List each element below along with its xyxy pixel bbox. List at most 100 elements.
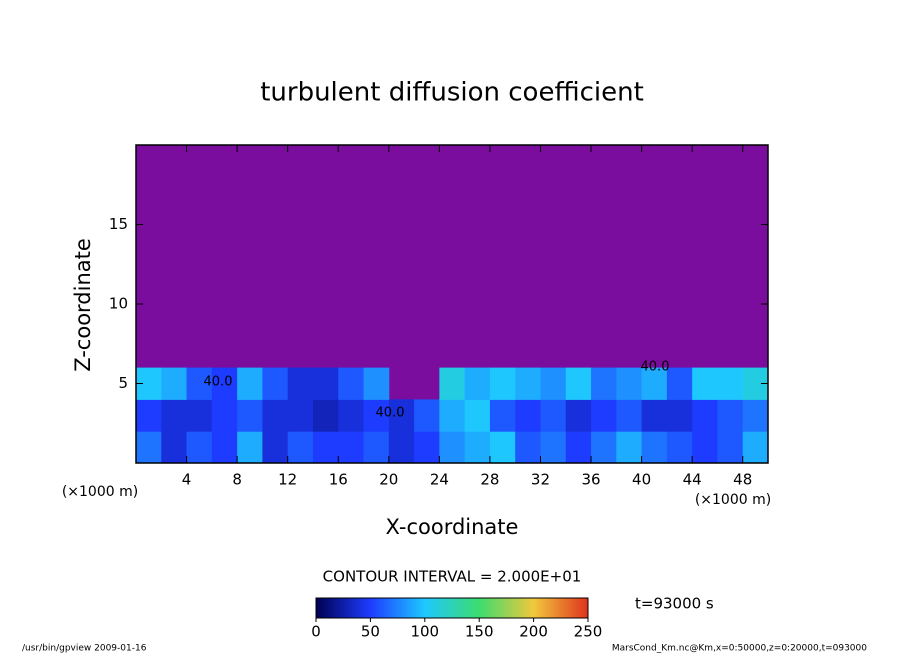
colorbar [315, 597, 589, 619]
heat-cell [439, 431, 466, 464]
heat-cell [338, 399, 365, 432]
heat-cell [262, 431, 289, 464]
time-label: t=93000 s [635, 595, 714, 613]
x-tick-label: 4 [182, 471, 192, 489]
footer-left: /usr/bin/gpview 2009-01-16 [22, 644, 147, 654]
heat-cell [312, 399, 339, 432]
heat-cell [616, 399, 643, 432]
x-tick-label: 16 [329, 471, 348, 489]
heat-cell [237, 399, 263, 432]
heat-cell [262, 399, 289, 432]
y-tick-label: 5 [118, 374, 128, 392]
heat-cell [237, 431, 263, 464]
heat-cell [439, 367, 466, 400]
contour-label: 40.0 [376, 406, 405, 421]
heat-cell [515, 431, 541, 464]
heat-cell [666, 399, 693, 432]
colorbar-tick-label: 0 [311, 623, 321, 641]
heat-cell [565, 399, 592, 432]
x-axis-label: X-coordinate [386, 515, 519, 539]
heat-cell [489, 367, 516, 400]
heat-cell [540, 399, 567, 432]
heat-cell [211, 367, 238, 400]
heat-cell [136, 431, 162, 464]
colorbar-tick-label: 50 [361, 623, 380, 641]
heat-cell [136, 399, 162, 432]
y-axis-label: Z-coordinate [71, 238, 95, 372]
heat-cell [565, 367, 592, 400]
heat-cell [616, 367, 643, 400]
heat-cell [515, 367, 541, 400]
heat-cell [211, 399, 238, 432]
heat-cell [591, 399, 617, 432]
x-tick-label: 20 [379, 471, 398, 489]
heat-cell [641, 399, 668, 432]
heat-cell [692, 431, 718, 464]
heat-cell [161, 431, 188, 464]
heat-cell [464, 367, 491, 400]
heat-cell [489, 399, 516, 432]
heat-cell [262, 367, 289, 400]
heat-cell [312, 367, 339, 400]
heat-cell [363, 431, 390, 464]
heat-cell [287, 399, 314, 432]
colorbar-tick-label: 150 [465, 623, 494, 641]
footer-right: MarsCond_Km.nc@Km,x=0:50000,z=0:20000,t=… [612, 644, 867, 654]
heat-cell [540, 367, 567, 400]
heat-cell [161, 399, 188, 432]
x-tick-label: 48 [733, 471, 752, 489]
heat-cell [312, 431, 339, 464]
heat-cell [211, 431, 238, 464]
chart-title: turbulent diffusion coefficient [260, 78, 644, 108]
heat-cell [742, 431, 769, 464]
heat-cell [692, 367, 718, 400]
heat-cell [591, 431, 617, 464]
heat-cell [489, 431, 516, 464]
heat-cell [237, 367, 263, 400]
heat-cell [414, 431, 440, 464]
x-tick-label: 36 [581, 471, 600, 489]
x-tick-label: 32 [531, 471, 550, 489]
heat-cell [641, 431, 668, 464]
x-tick-label: 28 [480, 471, 499, 489]
y-tick-label: 10 [109, 295, 128, 313]
x-tick-label: 8 [232, 471, 242, 489]
x-tick-label: 40 [632, 471, 651, 489]
heat-cell [692, 399, 718, 432]
x-unit: (×1000 m) [62, 484, 138, 500]
y-tick-label: 15 [109, 215, 128, 233]
x-tick-label: 44 [683, 471, 702, 489]
heat-cell [388, 431, 415, 464]
heat-cell [464, 431, 491, 464]
colorbar-tick-label: 100 [410, 623, 439, 641]
heat-cell [540, 431, 567, 464]
heat-cell [388, 399, 415, 432]
heat-cell [363, 367, 390, 400]
heat-cell [414, 399, 440, 432]
heat-cell [616, 431, 643, 464]
heat-cell [742, 399, 769, 432]
x-unit: (×1000 m) [695, 492, 771, 508]
colorbar-tick-label: 250 [574, 623, 603, 641]
heat-cell [717, 431, 744, 464]
heat-cell [186, 399, 213, 432]
heat-cell [591, 367, 617, 400]
heat-cell [287, 367, 314, 400]
contour-label: 40.0 [204, 375, 233, 390]
heat-cell [666, 431, 693, 464]
heat-cell [565, 431, 592, 464]
x-tick-label: 24 [430, 471, 449, 489]
heat-cell [464, 399, 491, 432]
heat-cell [338, 367, 365, 400]
contour-label: 40.0 [641, 360, 670, 375]
heat-cell [186, 367, 213, 400]
heat-cell [287, 431, 314, 464]
colorbar-tick-label: 200 [519, 623, 548, 641]
heat-cell [161, 367, 188, 400]
heat-cell [186, 431, 213, 464]
heat-cell [363, 399, 390, 432]
heat-cell [717, 399, 744, 432]
heat-cell [338, 431, 365, 464]
heat-cell [515, 399, 541, 432]
